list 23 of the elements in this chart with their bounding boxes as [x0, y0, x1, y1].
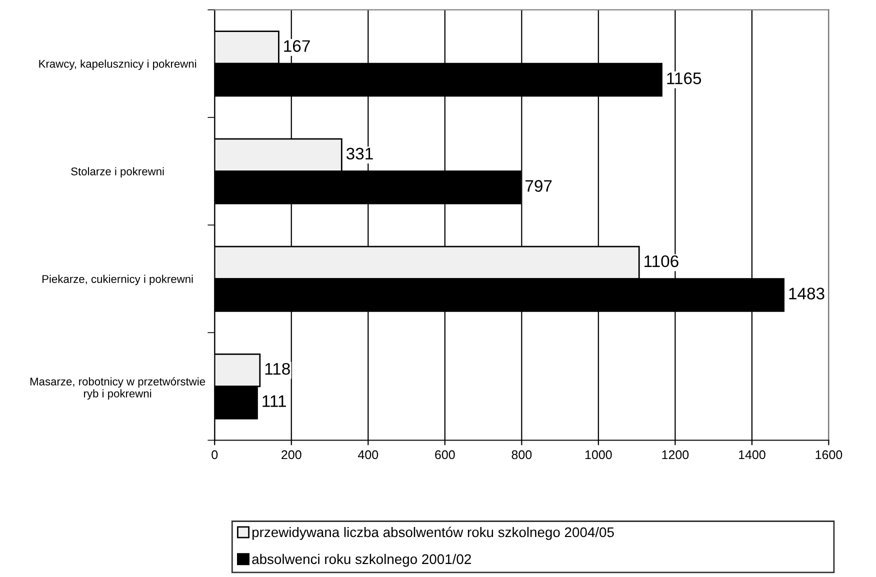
x-tick-label: 1600 — [816, 450, 842, 460]
data-label: 111 — [262, 395, 286, 407]
data-label: 1165 — [667, 72, 702, 84]
legend-label: przewidywana liczba absolwentów roku szkolnego 2004/05 — [252, 526, 614, 540]
data-label: 331 — [346, 148, 373, 160]
data-label: 118 — [265, 362, 290, 375]
data-label: 1483 — [789, 288, 824, 300]
data-label: 797 — [526, 180, 552, 192]
x-tick-label: 1400 — [738, 450, 766, 460]
legend-label: absolwenci roku szkolnego 2001/02 — [252, 554, 471, 567]
y-tick-label: Piekarze, cukiernicy i pokrewni — [42, 274, 193, 286]
data-label: 167 — [284, 40, 310, 52]
x-tick-label: 0 — [212, 450, 218, 460]
x-tick-label: 200 — [282, 450, 302, 460]
y-tick-label: Krawcy, kapelusznicy i pokrewni — [39, 60, 196, 70]
x-tick-label: 1200 — [662, 450, 689, 460]
y-tick-label: Stolarze i pokrewni — [71, 167, 164, 178]
y-tick-label: Masarze, robotnicy w przetwórstwie ryb i pokrewni — [30, 377, 206, 400]
x-tick-label: 800 — [512, 450, 532, 460]
x-tick-label: 1000 — [585, 450, 612, 460]
x-tick-label: 600 — [435, 450, 455, 460]
x-tick-label: 400 — [358, 450, 378, 460]
data-label: 1106 — [644, 255, 678, 268]
